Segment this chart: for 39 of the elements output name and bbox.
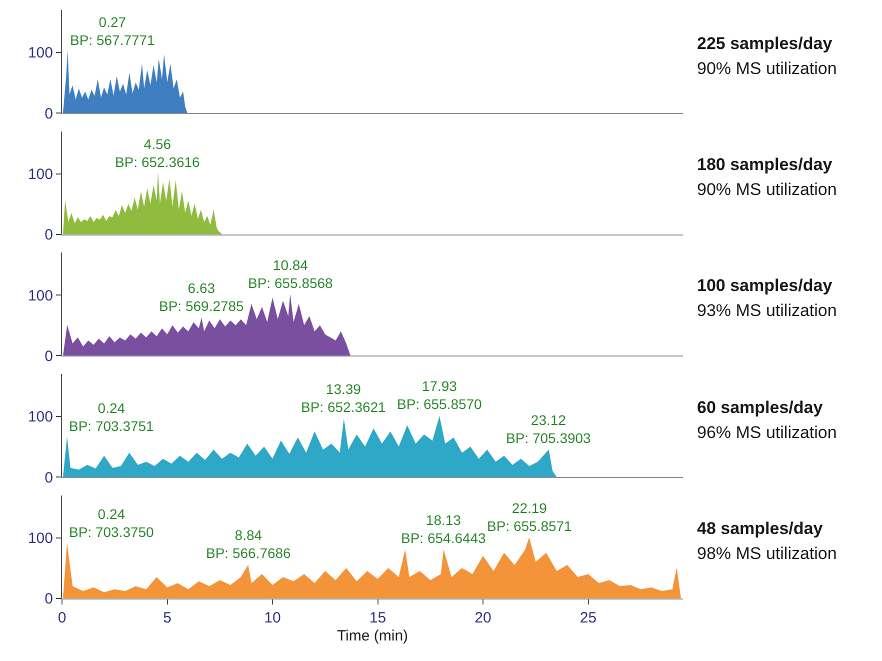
annotation: 0.27 BP: 567.7771	[70, 14, 156, 48]
text: 96% MS utilization	[697, 423, 837, 442]
text: 60 samples/day	[697, 398, 824, 417]
annotation: 17.93 BP: 655.8570	[397, 378, 482, 412]
annotation: 4.56 BP: 652.3616	[115, 136, 200, 170]
y-tick-label: 100	[28, 530, 53, 548]
text: 90% MS utilization	[697, 59, 837, 78]
annotation: 18.13 BP: 654.6443	[401, 512, 486, 546]
y-tick-label: 0	[44, 105, 53, 122]
y-tick-label: 0	[44, 469, 53, 486]
annotation: 0.24 BP: 703.3751	[69, 400, 154, 434]
x-tick-label: 20	[474, 609, 492, 626]
y-tick-label: 0	[44, 348, 53, 365]
text: 90% MS utilization	[697, 180, 837, 199]
x-axis-title: Time (min)	[336, 627, 408, 644]
annotation: 0.24 BP: 703.3750	[69, 506, 154, 540]
y-tick-label: 0	[44, 226, 53, 244]
annotation: 10.84 BP: 655.8568	[248, 257, 334, 292]
annotation: 22.19 BP: 655.8571	[487, 500, 572, 534]
y-tick-label: 100	[28, 287, 53, 304]
x-tick-label: 0	[58, 609, 66, 626]
text: 100 samples/day	[697, 276, 833, 295]
x-tick-label: 5	[163, 609, 172, 626]
y-tick-label: 100	[28, 166, 53, 184]
text: 98% MS utilization	[697, 544, 837, 563]
annotation: 13.39 BP: 652.3621	[301, 381, 386, 416]
text: 48 samples/day	[697, 519, 824, 538]
text: 93% MS utilization	[697, 301, 837, 320]
x-tick-label: 10	[264, 609, 281, 626]
annotation: 6.63 BP: 569.2785	[159, 280, 244, 314]
y-tick-label: 100	[28, 44, 53, 62]
text: 225 samples/day	[697, 34, 833, 53]
y-tick-label: 100	[28, 408, 53, 426]
text: 180 samples/day	[697, 155, 833, 174]
annotation: 23.12 BP: 705.3903	[506, 412, 592, 446]
x-tick-label: 25	[580, 609, 597, 626]
annotation: 8.84 BP: 566.7686	[206, 527, 292, 562]
y-tick-label: 0	[44, 590, 53, 608]
x-tick-label: 15	[369, 609, 386, 626]
